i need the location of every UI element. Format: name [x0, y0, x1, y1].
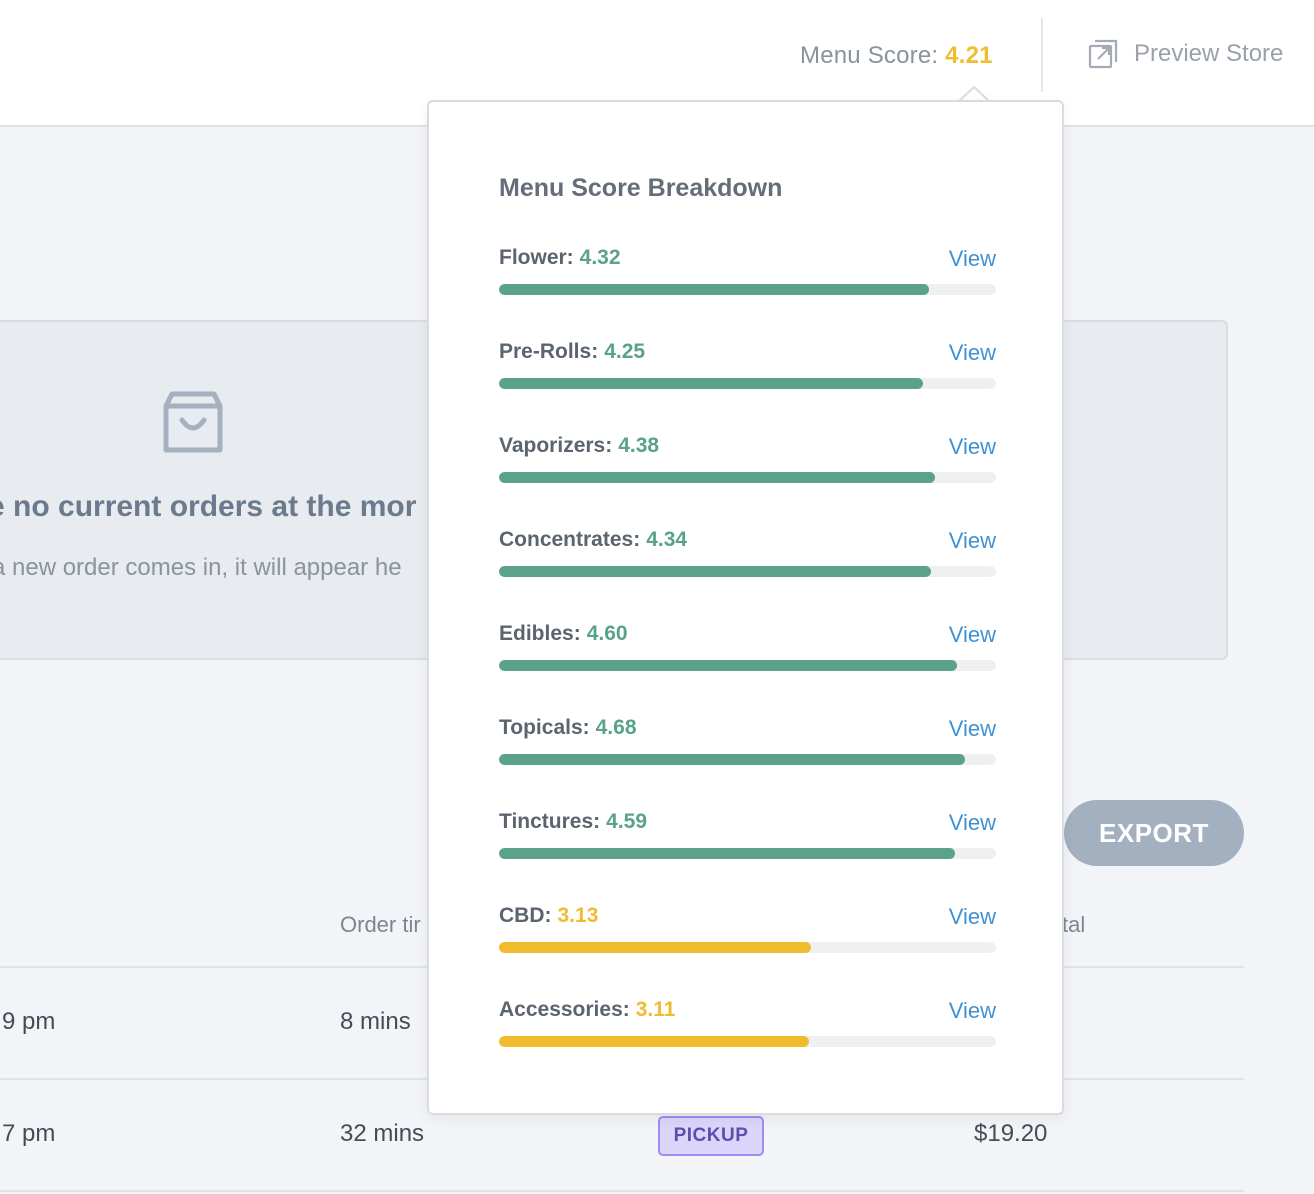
category-label: Vaporizers: 4.38 [499, 434, 659, 458]
category-name: Topicals: [499, 716, 590, 739]
preview-store-button[interactable]: Preview Store [1088, 36, 1283, 72]
category-label: Pre-Rolls: 4.25 [499, 340, 645, 364]
category-score: 4.60 [586, 622, 628, 645]
category-label: Tinctures: 4.59 [499, 810, 647, 834]
category-score: 4.25 [604, 340, 646, 363]
row-order-time: 32 mins [340, 1120, 425, 1147]
score-row: CBD: 3.13 View [499, 904, 996, 964]
category-name: Tinctures: [499, 810, 601, 833]
score-row: Edibles: 4.60 View [499, 622, 996, 682]
category-score: 4.38 [618, 434, 660, 457]
score-row: Tinctures: 4.59 View [499, 810, 996, 870]
category-label: Accessories: 3.11 [499, 998, 675, 1022]
score-row: Flower: 4.32 View [499, 246, 996, 306]
menu-score-value: 4.21 [945, 42, 993, 69]
popover-caret [958, 86, 990, 102]
shopping-bag-icon [163, 391, 223, 453]
view-link[interactable]: View [948, 528, 996, 553]
score-bar-fill [499, 472, 935, 483]
preview-store-label: Preview Store [1134, 40, 1284, 67]
menu-score-toggle[interactable]: Menu Score: 4.21 [800, 42, 993, 70]
score-bar-fill [499, 1036, 809, 1047]
score-bar-fill [499, 942, 811, 953]
category-score: 4.59 [606, 810, 648, 833]
category-name: Edibles: [499, 622, 581, 645]
score-bar-track [499, 660, 996, 671]
column-header-order-time[interactable]: Order tir [340, 912, 421, 937]
score-row: Vaporizers: 4.38 View [499, 434, 996, 494]
score-bar-track [499, 1036, 996, 1047]
pickup-badge: PICKUP [658, 1116, 764, 1156]
category-label: Topicals: 4.68 [499, 716, 637, 740]
score-bar-track [499, 472, 996, 483]
score-bar-fill [499, 566, 931, 577]
score-bar-track [499, 848, 996, 859]
menu-score-breakdown-popover: Menu Score Breakdown Flower: 4.32 View Pre-… [427, 100, 1064, 1115]
score-row: Concentrates: 4.34 View [499, 528, 996, 588]
category-score: 3.11 [635, 998, 676, 1021]
score-bar-fill [499, 848, 955, 859]
empty-state-title: e no current orders at the mor [0, 490, 417, 523]
score-bar-fill [499, 284, 929, 295]
column-header-total[interactable]: tal [1062, 912, 1086, 937]
view-link[interactable]: View [948, 716, 996, 741]
row-time: 9 pm [2, 1008, 56, 1035]
header-divider [1041, 18, 1043, 92]
category-name: Vaporizers: [499, 434, 613, 457]
category-name: Pre-Rolls: [499, 340, 599, 363]
view-link[interactable]: View [948, 246, 996, 271]
category-label: Concentrates: 4.34 [499, 528, 687, 552]
score-row: Pre-Rolls: 4.25 View [499, 340, 996, 400]
view-link[interactable]: View [948, 340, 996, 365]
score-bar-track [499, 566, 996, 577]
breakdown-title: Menu Score Breakdown [499, 174, 783, 202]
score-bar-track [499, 284, 996, 295]
view-link[interactable]: View [948, 810, 996, 835]
row-total: $19.20 [974, 1120, 1048, 1147]
category-label: Flower: 4.32 [499, 246, 621, 270]
score-bar-track [499, 378, 996, 389]
external-link-icon [1088, 39, 1118, 69]
table-divider [0, 1190, 1244, 1192]
category-name: Concentrates: [499, 528, 641, 551]
category-name: CBD: [499, 904, 552, 927]
category-score: 4.68 [595, 716, 637, 739]
score-bar-track [499, 754, 996, 765]
row-time: 7 pm [2, 1120, 56, 1147]
category-score: 4.34 [646, 528, 688, 551]
view-link[interactable]: View [948, 998, 996, 1023]
score-row: Accessories: 3.11 View [499, 998, 996, 1058]
score-bar-fill [499, 660, 957, 671]
export-button[interactable]: EXPORT [1064, 800, 1244, 866]
row-order-time: 8 mins [340, 1008, 411, 1035]
score-bar-track [499, 942, 996, 953]
category-name: Accessories: [499, 998, 630, 1021]
view-link[interactable]: View [948, 622, 996, 647]
score-row: Topicals: 4.68 View [499, 716, 996, 776]
category-label: CBD: 3.13 [499, 904, 598, 928]
category-name: Flower: [499, 246, 574, 269]
menu-score-label: Menu Score: [800, 42, 939, 69]
category-score: 4.32 [579, 246, 621, 269]
category-label: Edibles: 4.60 [499, 622, 628, 646]
category-score: 3.13 [557, 904, 599, 927]
empty-state-subtitle: a new order comes in, it will appear he [0, 554, 402, 581]
view-link[interactable]: View [948, 434, 996, 459]
score-bar-fill [499, 378, 923, 389]
score-bar-fill [499, 754, 965, 765]
view-link[interactable]: View [948, 904, 996, 929]
